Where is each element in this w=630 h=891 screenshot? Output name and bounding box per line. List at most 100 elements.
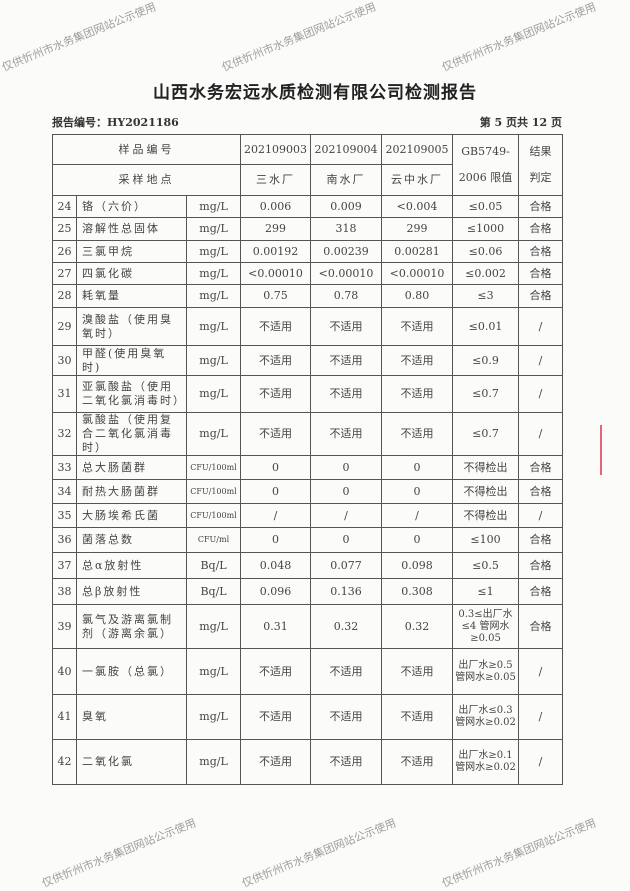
value-sample-2: 0.78 — [310, 284, 383, 308]
unit: mg/L — [185, 240, 242, 263]
watermark: 仅供忻州市水务集团网站公示使用 — [240, 816, 398, 891]
site-label: 采样地点 — [51, 164, 242, 196]
value-sample-2: 0.136 — [310, 578, 383, 605]
limit: 出厂水≤0.3 管网水≥0.02 — [452, 694, 520, 740]
limit: 出厂水≥0.5 管网水≥0.05 — [452, 648, 520, 695]
table-row: 39 氯气及游离氯制剂（游离余氯） mg/L 0.31 0.32 0.32 0.3≤出厂水≤… — [52, 604, 564, 649]
unit: mg/L — [185, 648, 242, 695]
limit: 0.3≤出厂水≤4 管网水≥0.05 — [452, 604, 520, 649]
table-row: 35 大肠埃希氏菌 CFU/100ml / / / 不得检出 / — [52, 503, 564, 528]
header-row-sample-no: 样品编号 202109003 202109004 202109005 GB574… — [51, 134, 564, 196]
watermark: 仅供忻州市水务集团网站公示使用 — [440, 816, 598, 891]
row-number: 39 — [52, 604, 77, 649]
parameter-name: 一氯胺（总氯） — [76, 648, 187, 695]
table-row: 27 四氯化碳 mg/L <0.00010 <0.00010 <0.00010 ≤0.002… — [52, 262, 564, 285]
unit: mg/L — [185, 739, 242, 785]
value-sample-1: 0 — [240, 479, 312, 504]
unit: mg/L — [185, 284, 242, 308]
unit: mg/L — [185, 345, 242, 376]
result: 合格 — [518, 479, 564, 504]
value-sample-3: 不适用 — [381, 345, 454, 376]
unit: Bq/L — [185, 552, 242, 579]
table-row: 32 氯酸盐（使用复合二氧化氯消毒时） mg/L 不适用 不适用 不适用 ≤0.7/ — [52, 412, 564, 456]
sample-no: 202109005 — [381, 134, 454, 165]
header-row-site: 采样地点 三水厂 南水厂 云中水厂 — [51, 164, 563, 196]
watermark: 仅供忻州市水务集团网站公示使用 — [440, 0, 598, 75]
value-sample-3: 299 — [381, 217, 454, 241]
value-sample-1: 不适用 — [240, 739, 312, 785]
unit: Bq/L — [185, 578, 242, 605]
row-number: 37 — [52, 552, 77, 579]
red-stamp-edge — [600, 425, 616, 475]
site: 南水厂 — [310, 164, 383, 196]
value-sample-1: 不适用 — [240, 375, 312, 413]
result: / — [518, 307, 564, 346]
table-row: 28 耗氧量 mg/L 0.75 0.78 0.80 ≤3 合格 — [52, 284, 564, 308]
result: 合格 — [518, 240, 564, 263]
table-row: 41 臭氧 mg/L 不适用 不适用 不适用 出厂水≤0.3 管网水≥0.02/ — [52, 694, 564, 740]
value-sample-2: 0.077 — [310, 552, 383, 579]
limit: 不得检出 — [452, 455, 520, 480]
value-sample-1: 0.096 — [240, 578, 312, 605]
value-sample-2: 0.009 — [310, 195, 383, 218]
value-sample-1: 不适用 — [240, 648, 312, 695]
result: / — [518, 503, 564, 528]
row-number: 41 — [52, 694, 77, 740]
row-number: 31 — [52, 375, 77, 413]
result-header-line: 判定 — [529, 171, 552, 184]
value-sample-1: 不适用 — [240, 694, 312, 740]
value-sample-2: 0 — [310, 455, 383, 480]
parameter-name: 溴酸盐（使用臭氧时） — [76, 307, 187, 346]
value-sample-3: 0 — [381, 455, 454, 480]
value-sample-3: 不适用 — [381, 307, 454, 346]
unit: mg/L — [185, 195, 242, 218]
parameter-name: 耐热大肠菌群 — [76, 479, 187, 504]
row-number: 36 — [52, 527, 77, 553]
result: 合格 — [518, 552, 564, 579]
table-row: 30 甲醛(使用臭氧时) mg/L 不适用 不适用 不适用 ≤0.9/ — [52, 345, 564, 376]
value-sample-2: 0 — [310, 527, 383, 553]
table-row: 38 总β放射性 Bq/L 0.096 0.136 0.308 ≤1 合格 — [52, 578, 564, 605]
result: / — [518, 345, 564, 376]
unit: mg/L — [185, 604, 242, 649]
table-row: 29 溴酸盐（使用臭氧时） mg/L 不适用 不适用 不适用 ≤0.01/ — [52, 307, 564, 346]
parameter-name: 氯气及游离氯制剂（游离余氯） — [76, 604, 187, 649]
parameter-name: 大肠埃希氏菌 — [76, 503, 187, 528]
value-sample-2: 不适用 — [310, 694, 383, 740]
parameter-name: 铬（六价） — [76, 195, 187, 218]
value-sample-3: 0.098 — [381, 552, 454, 579]
value-sample-1: 不适用 — [240, 307, 312, 346]
result: 合格 — [518, 195, 564, 218]
result: / — [518, 648, 564, 695]
parameter-name: 溶解性总固体 — [76, 217, 187, 241]
limit: 不得检出 — [452, 479, 520, 504]
value-sample-3: <0.004 — [381, 195, 454, 218]
value-sample-3: 0 — [381, 527, 454, 553]
report-number: 报告编号：HY2021186 — [52, 116, 179, 129]
row-number: 40 — [52, 648, 77, 695]
site: 云中水厂 — [381, 164, 454, 196]
unit: CFU/100ml — [185, 455, 242, 480]
value-sample-2: 0.00239 — [310, 240, 383, 263]
result: 合格 — [518, 527, 564, 553]
row-number: 24 — [52, 195, 77, 218]
site: 三水厂 — [240, 164, 312, 196]
row-number: 34 — [52, 479, 77, 504]
parameter-name: 二氧化氯 — [76, 739, 187, 785]
value-sample-1: 299 — [240, 217, 312, 241]
value-sample-1: 不适用 — [240, 345, 312, 376]
value-sample-1: 不适用 — [240, 412, 312, 456]
sample-no: 202109004 — [310, 134, 383, 165]
limit: ≤0.05 — [452, 195, 520, 218]
value-sample-3: 不适用 — [381, 375, 454, 413]
row-number: 32 — [52, 412, 77, 456]
unit: mg/L — [185, 217, 242, 241]
value-sample-3: 不适用 — [381, 412, 454, 456]
watermark: 仅供忻州市水务集团网站公示使用 — [40, 816, 198, 891]
result: / — [518, 412, 564, 456]
limit: ≤0.06 — [452, 240, 520, 263]
parameter-name: 亚氯酸盐（使用二氧化氯消毒时） — [76, 375, 187, 413]
limit: 不得检出 — [452, 503, 520, 528]
value-sample-3: / — [381, 503, 454, 528]
value-sample-1: 0 — [240, 455, 312, 480]
